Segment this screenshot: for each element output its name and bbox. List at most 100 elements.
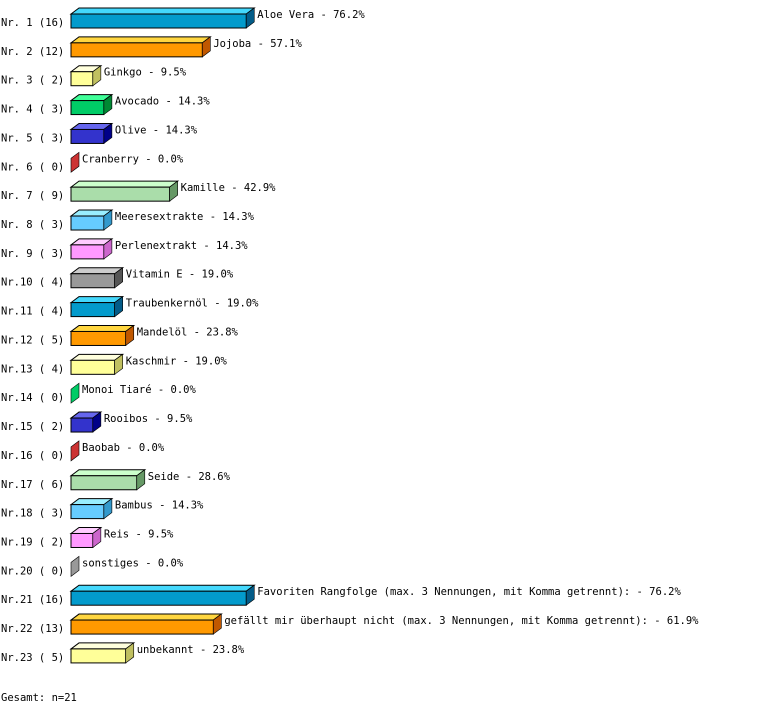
bar [70,13,247,29]
bar-side [92,411,102,433]
row-label: Nr. 4 ( 3) [1,104,64,116]
row-label: Nr. 7 ( 9) [1,190,64,202]
row-label: Nr. 9 ( 3) [1,248,64,260]
row-label: Nr.22 (13) [1,623,64,635]
row-label: Nr.13 ( 4) [1,363,64,375]
bar-top [69,7,256,15]
bar [70,417,94,433]
bar-top [69,267,125,275]
bar [70,619,214,635]
bar [70,42,203,58]
bar-side [70,440,80,462]
bar-side [114,267,123,289]
value-label: Kamille - 42.9% [181,182,277,194]
value-label: Jojoba - 57.1% [213,38,302,50]
bar-side [103,498,113,520]
bar [70,648,127,664]
bar-side [169,180,178,202]
value-label: Perlenextrakt - 14.3% [115,240,248,252]
row-label: Nr.16 ( 0) [1,450,64,462]
bar-side [245,584,255,606]
bar-top [69,469,147,477]
bar-side [70,555,80,577]
bar-top [69,180,180,188]
bar [70,504,105,520]
row-label: Nr. 5 ( 3) [1,132,64,144]
bar-top [69,642,136,650]
bar-side [103,122,113,145]
value-label: Monoi Tiaré - 0.0% [82,384,196,396]
bar-side [92,526,102,549]
bar-side [103,238,113,260]
bar-side [103,209,113,231]
row-label: Nr.12 ( 5) [1,334,64,346]
bar-side [114,353,123,375]
value-label: Bambus - 14.3% [115,500,204,512]
value-label: Olive - 14.3% [115,124,198,136]
row-label: Nr. 1 (16) [1,17,64,29]
value-label: Mandelöl - 23.8% [137,326,239,338]
bar-side [125,642,135,664]
bar-side [92,65,102,87]
value-label: unbekannt - 23.8% [137,644,245,656]
value-label: gefällt mir überhaupt nicht (max. 3 Nenn… [224,615,699,627]
bar [70,128,105,144]
row-label: Nr. 8 ( 3) [1,219,64,231]
bar-side [125,324,135,347]
bar [70,71,94,87]
value-label: Traubenkernöl - 19.0% [126,298,259,310]
bar-side [70,151,80,173]
row-label: Nr. 3 ( 2) [1,75,64,87]
bar [70,273,116,289]
value-label: Vitamin E - 19.0% [126,269,234,281]
row-label: Nr.11 ( 4) [1,306,64,318]
bar [70,302,116,318]
value-label: Ginkgo - 9.5% [104,67,187,79]
bar [70,532,94,548]
footer-total: Gesamt: n=21 [1,692,77,704]
value-label: Meeresextrakte - 14.3% [115,211,255,223]
bar-side [202,36,211,58]
bar [70,475,138,491]
row-label: Nr.21 (16) [1,594,64,606]
bar-top [69,353,125,361]
value-label: Seide - 28.6% [148,471,231,483]
value-label: Baobab - 0.0% [82,442,165,454]
bar-top [69,584,256,592]
row-label: Nr.23 ( 5) [1,652,64,664]
bar [70,244,105,260]
bar [70,186,171,202]
value-label: sonstiges - 0.0% [82,557,184,569]
row-label: Nr.14 ( 0) [1,392,64,404]
bar [70,359,116,375]
row-label: Nr.18 ( 3) [1,508,64,520]
row-label: Nr.20 ( 0) [1,565,64,577]
bar [70,590,247,606]
bar [70,215,105,231]
row-label: Nr.10 ( 4) [1,277,64,289]
row-label: Nr. 2 (12) [1,46,64,58]
bar-top [69,36,212,44]
value-label: Kaschmir - 19.0% [126,355,228,367]
bar-side [245,7,255,29]
value-label: Favoriten Rangfolge (max. 3 Nennungen, m… [257,586,681,598]
bar-side [114,296,123,318]
bar-side [136,469,146,491]
value-label: Rooibos - 9.5% [104,413,193,425]
bar-side [213,613,222,635]
row-label: Nr.17 ( 6) [1,479,64,491]
value-label: Avocado - 14.3% [115,96,211,108]
value-label: Cranberry - 0.0% [82,153,184,165]
value-label: Reis - 9.5% [104,528,174,540]
value-label: Aloe Vera - 76.2% [257,9,365,21]
bar-top [69,613,223,621]
row-label: Nr. 6 ( 0) [1,161,64,173]
bar [70,100,105,116]
row-label: Nr.19 ( 2) [1,536,64,548]
row-label: Nr.15 ( 2) [1,421,64,433]
bar-top [69,296,125,304]
bar-top [69,324,136,332]
bar [70,330,127,346]
bar-side [70,382,80,404]
